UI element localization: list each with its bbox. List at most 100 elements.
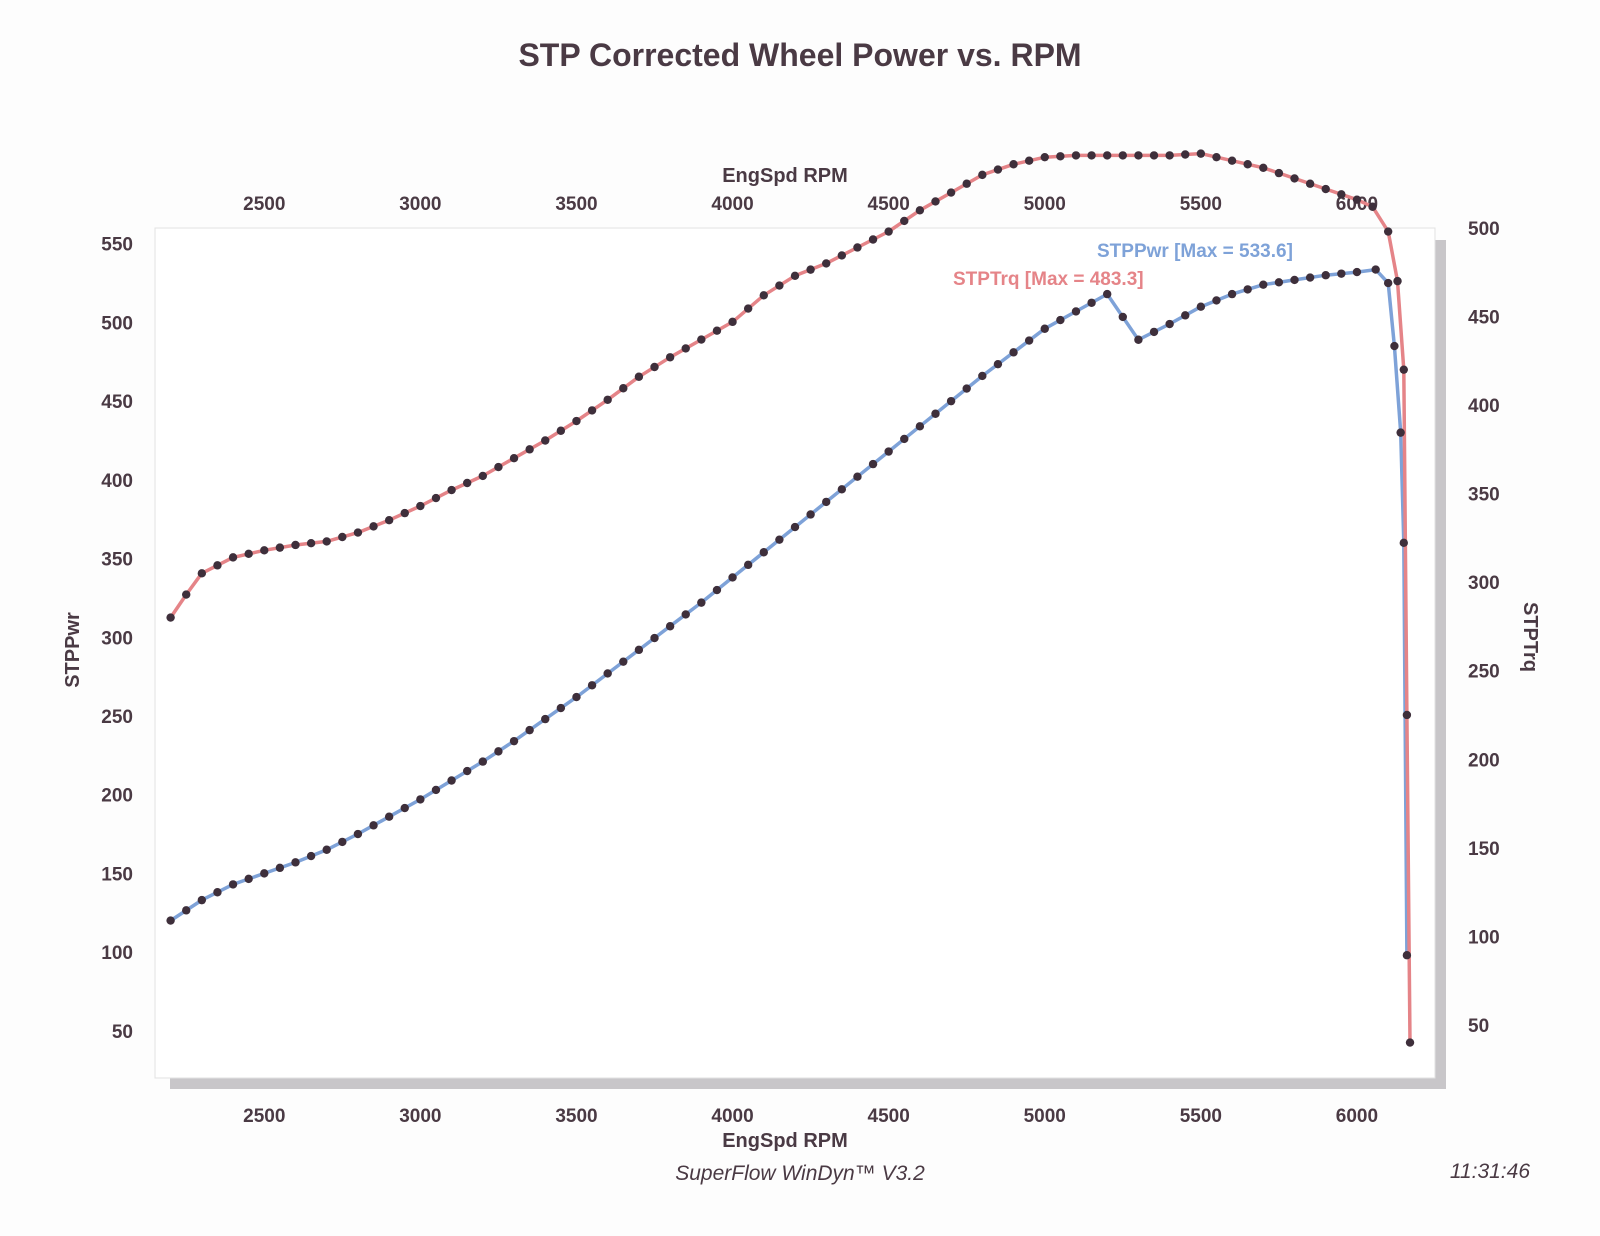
data-point-stptrq	[1056, 152, 1065, 161]
data-point-stptrq	[884, 227, 893, 236]
data-point-stptrq	[1024, 156, 1034, 165]
data-point-stptrq	[1383, 227, 1393, 236]
data-point-stppwr	[1024, 336, 1034, 345]
data-point-stppwr	[1274, 278, 1284, 287]
data-point-stppwr	[572, 692, 581, 702]
data-point-stptrq	[291, 540, 300, 550]
data-point-stppwr	[1009, 348, 1018, 357]
x-tick-bottom-label: 3000	[399, 1106, 441, 1127]
data-point-stptrq	[494, 462, 503, 472]
data-point-stptrq	[1368, 202, 1377, 211]
data-point-stppwr	[837, 485, 847, 494]
data-point-stppwr	[946, 396, 956, 406]
data-point-stptrq	[462, 478, 472, 488]
data-point-stptrq	[603, 395, 612, 404]
data-point-stptrq	[1196, 149, 1206, 158]
data-point-stppwr	[681, 610, 690, 619]
data-point-stptrq	[1393, 276, 1402, 286]
y-tick-right-label: 400	[1468, 396, 1500, 417]
x-axis-top-label: EngSpd RPM	[722, 165, 848, 187]
x-tick-top-label: 6000	[1336, 194, 1378, 215]
data-point-stppwr	[1118, 312, 1128, 322]
data-point-stptrq	[619, 384, 628, 393]
data-point-stptrq	[759, 291, 768, 300]
data-point-stptrq	[509, 454, 519, 463]
y-tick-left-label: 100	[101, 943, 133, 964]
data-point-stptrq	[1149, 151, 1159, 160]
data-point-stppwr	[1305, 273, 1315, 282]
y-tick-right-label: 350	[1468, 485, 1500, 506]
data-point-stptrq	[1405, 1038, 1415, 1047]
y-tick-left-label: 50	[112, 1022, 133, 1043]
data-point-stptrq	[338, 532, 347, 542]
data-point-stptrq	[1290, 174, 1299, 183]
data-point-stppwr	[743, 560, 753, 570]
x-tick-bottom-label: 2500	[243, 1106, 285, 1127]
data-point-stppwr	[244, 874, 253, 884]
plot-shadow-bottom	[170, 1077, 1446, 1089]
data-point-stppwr	[1087, 298, 1096, 307]
data-point-stppwr	[900, 434, 909, 444]
data-point-stppwr	[1337, 269, 1346, 278]
data-point-stppwr	[1071, 307, 1081, 316]
x-tick-top-label: 4000	[711, 194, 753, 215]
data-point-stppwr	[447, 776, 456, 785]
data-point-stptrq	[1165, 151, 1174, 160]
y-ticks-right: 50 100 150 200 250 300 350 400 450 500	[1468, 219, 1500, 1037]
data-point-stppwr	[1134, 335, 1143, 344]
data-point-stppwr	[353, 829, 363, 839]
y-tick-left-label: 150	[101, 864, 133, 885]
y-tick-right-label: 450	[1468, 308, 1500, 329]
data-point-stppwr	[556, 703, 566, 713]
data-point-stptrq	[572, 416, 581, 426]
y-tick-left-label: 250	[101, 707, 133, 728]
data-point-stptrq	[525, 445, 534, 454]
y-axis-right-label: STPTrq	[1519, 602, 1541, 672]
data-point-stppwr	[1321, 271, 1330, 280]
y-tick-right-label: 150	[1468, 839, 1500, 860]
data-point-stptrq	[681, 344, 690, 353]
data-point-stppwr	[338, 837, 347, 847]
x-tick-top-label: 5500	[1180, 194, 1222, 215]
data-point-stppwr	[1371, 265, 1380, 274]
data-point-stppwr	[603, 669, 612, 678]
data-point-stptrq	[650, 362, 659, 372]
y-tick-left-label: 500	[101, 313, 133, 334]
y-tick-left-label: 350	[101, 550, 133, 571]
data-point-stptrq	[993, 165, 1003, 174]
data-point-stppwr	[462, 766, 472, 776]
y-tick-left-label: 400	[101, 471, 133, 492]
data-point-stptrq	[369, 522, 378, 531]
x-ticks-bottom: 2500 3000 3500 4000 4500 5000 5500 6000	[243, 1106, 1378, 1127]
x-tick-bottom-label: 3500	[555, 1106, 597, 1127]
data-point-stptrq	[900, 216, 909, 226]
data-point-stptrq	[1134, 151, 1143, 160]
timestamp: 11:31:46	[1450, 1160, 1531, 1183]
data-point-stptrq	[1227, 156, 1237, 165]
data-point-stptrq	[1337, 190, 1346, 199]
data-point-stppwr	[306, 851, 316, 861]
data-point-stppwr	[759, 548, 768, 557]
data-point-stppwr	[931, 409, 940, 418]
data-point-stptrq	[1321, 184, 1330, 194]
data-point-stptrq	[962, 179, 971, 188]
data-point-stptrq	[587, 406, 597, 415]
data-point-stppwr	[541, 714, 550, 724]
data-point-stppwr	[1383, 278, 1393, 288]
plot-shadow-right	[1434, 240, 1446, 1085]
data-point-stppwr	[1196, 302, 1206, 311]
data-point-stppwr	[509, 736, 519, 746]
data-point-stptrq	[775, 281, 784, 290]
y-tick-right-label: 100	[1468, 927, 1500, 948]
data-point-stptrq	[447, 485, 456, 495]
data-point-stppwr	[1040, 324, 1049, 333]
x-tick-bottom-label: 6000	[1336, 1106, 1378, 1127]
data-point-stppwr	[1056, 315, 1065, 325]
data-point-stppwr	[978, 371, 987, 381]
data-point-stppwr	[260, 869, 269, 878]
data-point-stptrq	[213, 561, 222, 570]
data-point-stppwr	[228, 880, 238, 889]
y-tick-right-label: 500	[1468, 219, 1500, 240]
data-point-stptrq	[1399, 365, 1408, 374]
